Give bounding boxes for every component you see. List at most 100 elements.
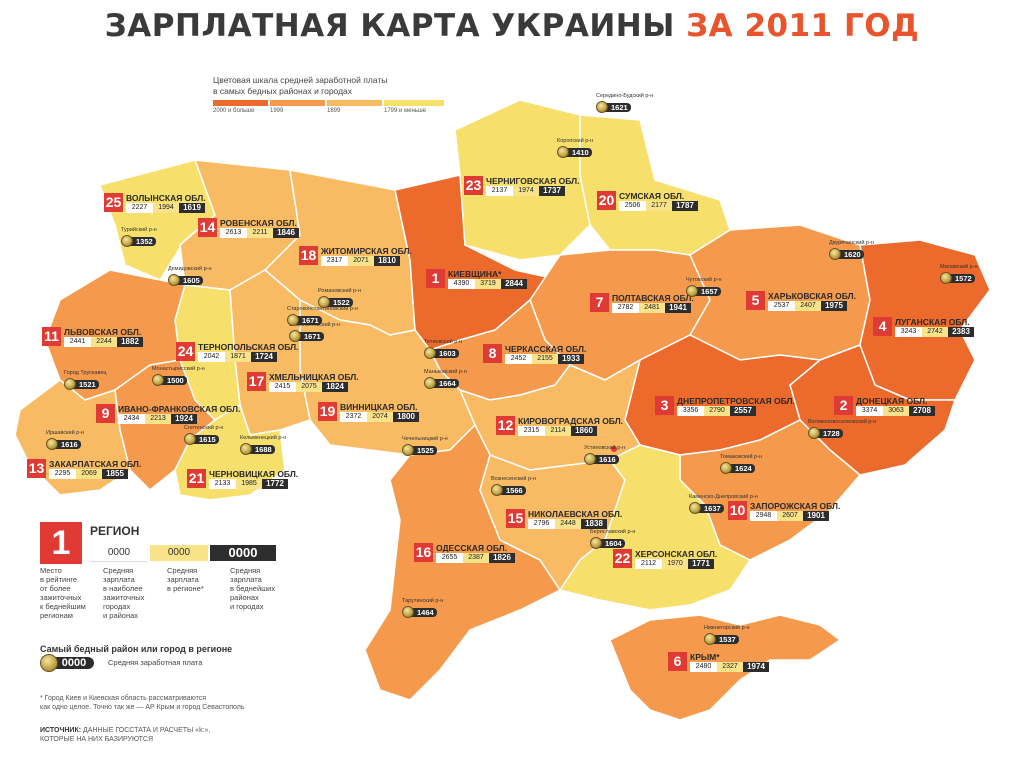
region-values: 3356 2790 2557: [677, 406, 756, 416]
region-rank: 1: [426, 269, 445, 288]
poorest-title: Самый бедный район или город в регионе: [40, 644, 233, 654]
region-rank: 11: [42, 327, 61, 346]
district-salary: 1525: [411, 446, 437, 455]
legend-box-poorest: 0000: [210, 545, 276, 561]
region-rich-salary: 2782: [612, 303, 639, 313]
region-poorest-salary: 2557: [730, 406, 756, 416]
coin-icon: [121, 235, 133, 247]
region-rich-salary: 2441: [64, 337, 91, 347]
region-average-salary: 2244: [91, 337, 117, 347]
region-poorest-salary: 1787: [672, 201, 698, 211]
region-average-salary: 1985: [236, 479, 262, 489]
region-average-salary: 2407: [795, 301, 821, 311]
region-rank: 24: [176, 342, 195, 361]
region-values: 2796 2448 1838: [528, 519, 607, 529]
scale-swatch-2000: [213, 100, 268, 106]
scale-label-1899: 1899: [327, 108, 341, 114]
region-average-salary: 2448: [555, 519, 581, 529]
district-salary: 1621: [605, 103, 631, 112]
region-values: 2415 2075 1824: [269, 382, 348, 392]
region-rank: 16: [414, 543, 433, 562]
page-title: ЗАРПЛАТНАЯ КАРТА УКРАИНЫ ЗА 2011 ГОД: [0, 8, 1024, 44]
region-values: 2317 2071 1810: [321, 256, 400, 266]
region-values: 2655 2387 1826: [436, 553, 515, 563]
region-poorest-salary: 2708: [909, 406, 935, 416]
source: ИСТОЧНИК: ДАННЫЕ ГОССТАТА И РАСЧЕТЫ «k:»…: [40, 726, 210, 744]
district-name: Демидовский р-н: [168, 266, 212, 272]
title-main: ЗАРПЛАТНАЯ КАРТА УКРАИНЫ: [104, 8, 675, 44]
region-poorest-salary: 1941: [665, 303, 691, 313]
region-rich-salary: 2948: [750, 511, 777, 521]
region-rich-salary: 2372: [340, 412, 367, 422]
region-name: ДНЕПРОПЕТРОВСКАЯ ОБЛ.: [677, 396, 795, 406]
region-rank: 22: [613, 549, 632, 568]
region-values: 2372 2074 1800: [340, 412, 419, 422]
coin-icon: [424, 347, 436, 359]
region-values: 2948 2607 1901: [750, 511, 829, 521]
coin-icon: [720, 462, 732, 474]
district-name: Чечельницкий р-н: [402, 436, 448, 442]
district-name: Вознесенский р-н: [491, 476, 536, 482]
district-name: Турийский р-н: [121, 227, 157, 233]
region-rich-salary: 2796: [528, 519, 555, 529]
coin-icon: [64, 378, 76, 390]
coin-icon: [829, 248, 841, 260]
district-salary: 1500: [161, 376, 187, 385]
region-name: ОДЕССКАЯ ОБЛ.: [436, 543, 508, 553]
region-poorest-salary: 1772: [262, 479, 288, 489]
scale-title: Цветовая шкала средней заработной платы …: [213, 75, 387, 97]
region-values: 2137 1974 1737: [486, 186, 565, 196]
region-rich-salary: 3356: [677, 406, 704, 416]
region-average-salary: 2481: [639, 303, 665, 313]
region-poorest-salary: 1924: [171, 414, 197, 424]
region-rich-salary: 2227: [126, 203, 153, 213]
region-average-salary: 2742: [922, 327, 948, 337]
region-values: 2042 1871 1724: [198, 352, 277, 362]
coin-icon: [46, 438, 58, 450]
region-poorest-salary: 1974: [743, 662, 769, 672]
region-poorest-salary: 1846: [273, 228, 299, 238]
region-rank: 10: [728, 501, 747, 520]
region-poorest-salary: 1860: [571, 426, 597, 436]
coin-icon: [424, 377, 436, 389]
coin-icon: [240, 443, 252, 455]
region-values: 3243 2742 2383: [895, 327, 974, 337]
district-salary: 1615: [193, 435, 219, 444]
region-name: ДОНЕЦКАЯ ОБЛ.: [856, 396, 928, 406]
legend-desc-poorest: Средняя зарплата в беднейших районах и г…: [230, 566, 276, 611]
region-average-salary: 2071: [348, 256, 374, 266]
region-rank: 9: [96, 404, 115, 423]
coin-icon: [289, 330, 301, 342]
region-name: ЖИТОМИРСКАЯ ОБЛ.: [321, 246, 412, 256]
district-name: Снятинский р-н: [184, 425, 224, 431]
title-accent: ЗА 2011 ГОД: [686, 8, 920, 44]
region-average-salary: 2069: [76, 469, 102, 479]
coin-icon: [704, 633, 716, 645]
region-rank: 21: [187, 469, 206, 488]
region-rich-salary: 2480: [690, 662, 717, 672]
district-salary: 1616: [55, 440, 81, 449]
region-rich-salary: 2042: [198, 352, 225, 362]
region-average-salary: 2387: [463, 553, 489, 563]
footnote: * Город Киев и Киевская область рассматр…: [40, 695, 245, 711]
district-name: Тарутинский р-н: [402, 598, 444, 604]
coin-icon: [402, 606, 414, 618]
region-poorest-salary: 2383: [948, 327, 974, 337]
region-name: ЗАКАРПАТСКАЯ ОБЛ.: [49, 459, 142, 469]
region-rank: 2: [834, 396, 853, 415]
region-name: СУМСКАЯ ОБЛ.: [619, 191, 685, 201]
region-rich-salary: 2133: [209, 479, 236, 489]
legend-rank: 1: [40, 522, 82, 564]
region-name: ВИННИЦКАЯ ОБЛ.: [340, 402, 418, 412]
region-name: ХЕРСОНСКАЯ ОБЛ.: [635, 549, 718, 559]
region-poorest-salary: 1737: [539, 186, 565, 196]
region-poorest-salary: 1810: [374, 256, 400, 266]
source-label: ИСТОЧНИК:: [40, 727, 82, 734]
district-salary: 1605: [177, 276, 203, 285]
district-salary: 1688: [249, 445, 275, 454]
legend-coin-value: 0000: [54, 657, 94, 669]
coin-icon: [584, 453, 596, 465]
region-poorest-salary: 1901: [803, 511, 829, 521]
scale-swatch-1999: [270, 100, 325, 106]
district-salary: 1657: [695, 287, 721, 296]
